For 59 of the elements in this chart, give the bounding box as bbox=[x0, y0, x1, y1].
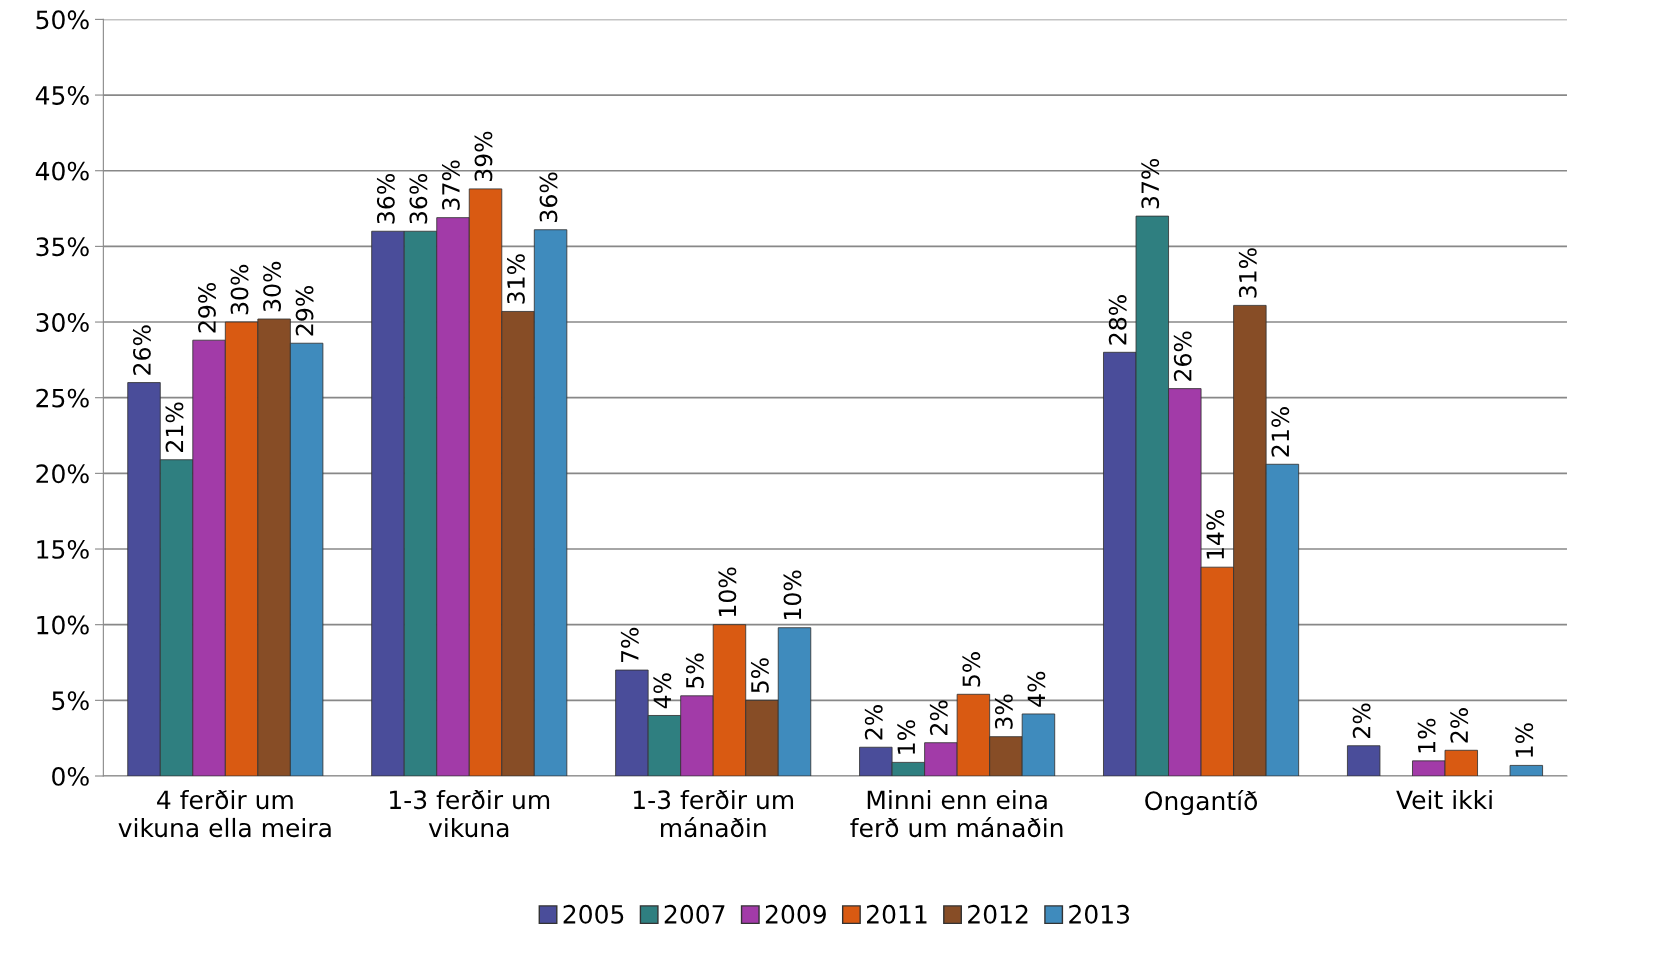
bar bbox=[1509, 764, 1544, 776]
data-label: 2% bbox=[1352, 703, 1371, 738]
x-tick-label: Minni enn eina ferð um mánaðin bbox=[850, 789, 1063, 838]
data-label: 36% bbox=[409, 174, 428, 224]
y-tick-label: 30% bbox=[36, 312, 89, 332]
legend-label: 2007 bbox=[664, 904, 725, 924]
data-label: 5% bbox=[685, 653, 704, 688]
data-label: 2% bbox=[1450, 708, 1469, 743]
legend-label: 2011 bbox=[867, 904, 927, 924]
data-label: 31% bbox=[507, 254, 525, 304]
data-label: 36% bbox=[539, 172, 558, 222]
data-label: 1% bbox=[1417, 718, 1436, 753]
data-label: 26% bbox=[1173, 331, 1192, 381]
y-tick-label: 45% bbox=[35, 86, 89, 105]
data-label: 29% bbox=[295, 286, 314, 336]
data-label: 28% bbox=[1108, 295, 1127, 345]
data-label: 5% bbox=[750, 658, 769, 693]
data-label: 3% bbox=[994, 694, 1013, 729]
y-tick-label: 40% bbox=[35, 161, 89, 181]
data-label: 26% bbox=[133, 325, 151, 375]
x-tick-label: Ongantíð bbox=[1145, 789, 1258, 816]
x-tick-label: 1-3 ferðir um mánaðin bbox=[634, 789, 794, 838]
y-tick-label: 0% bbox=[52, 766, 89, 786]
data-label: 37% bbox=[441, 160, 460, 210]
data-label: 30% bbox=[263, 261, 281, 312]
legend-label: 2012 bbox=[968, 904, 1028, 924]
data-label: 21% bbox=[165, 402, 184, 452]
x-tick-label: Veit ikki bbox=[1396, 789, 1492, 810]
y-tick-label: 20% bbox=[36, 464, 89, 484]
data-label: 5% bbox=[962, 652, 981, 687]
data-label: 30% bbox=[230, 264, 249, 315]
data-label: 14% bbox=[1206, 509, 1225, 559]
y-tick-label: 35% bbox=[36, 237, 89, 257]
data-label: 4% bbox=[653, 673, 672, 709]
data-label: 1% bbox=[897, 720, 916, 754]
y-tick-label: 15% bbox=[37, 539, 89, 559]
data-label: 10% bbox=[718, 567, 737, 617]
data-label: 39% bbox=[474, 131, 493, 182]
y-tick-label: 50% bbox=[36, 10, 89, 30]
data-label: 4% bbox=[1027, 671, 1046, 707]
data-label: 36% bbox=[376, 174, 395, 224]
legend-label: 2005 bbox=[563, 904, 624, 924]
y-tick-label: 5% bbox=[52, 691, 89, 711]
data-label: 31% bbox=[1238, 248, 1257, 298]
x-tick-label: 1-3 ferðir um vikuna bbox=[390, 789, 550, 838]
legend-label: 2013 bbox=[1069, 904, 1130, 924]
data-label: 2% bbox=[929, 700, 948, 735]
data-label: 2% bbox=[864, 705, 883, 740]
data-label: 21% bbox=[1271, 407, 1290, 457]
y-tick-label: 25% bbox=[36, 388, 89, 408]
data-label: 1% bbox=[1515, 723, 1534, 757]
data-label: 29% bbox=[198, 282, 216, 333]
bar bbox=[1347, 745, 1381, 776]
legend-label: 2009 bbox=[765, 904, 826, 924]
y-tick-label: 10% bbox=[37, 615, 89, 635]
data-label: 7% bbox=[620, 627, 639, 663]
data-label: 37% bbox=[1141, 158, 1160, 209]
x-tick-label: 4 ferðir um vikuna ella meira bbox=[118, 789, 331, 838]
data-label: 10% bbox=[783, 570, 802, 620]
